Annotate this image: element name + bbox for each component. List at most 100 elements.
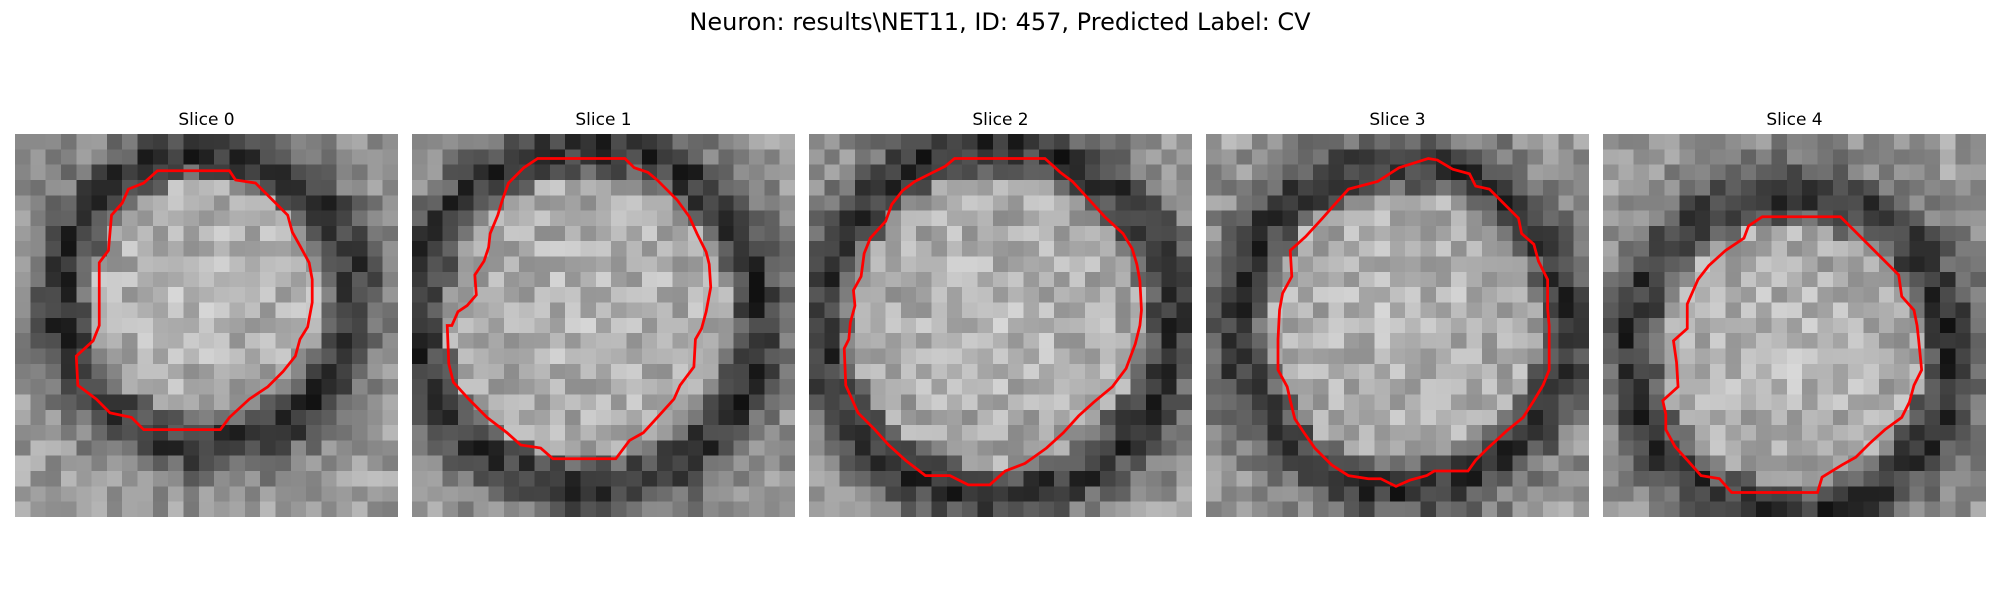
pixel	[1955, 195, 1971, 211]
pixel	[473, 425, 489, 441]
pixel	[1038, 256, 1055, 273]
pixel	[106, 440, 123, 457]
pixel	[779, 256, 795, 273]
pixel	[1251, 455, 1268, 472]
pixel	[1558, 302, 1574, 319]
pixel	[1970, 256, 1986, 273]
pixel	[1206, 317, 1222, 334]
pixel	[626, 210, 643, 227]
pixel	[1694, 486, 1711, 502]
pixel	[992, 302, 1009, 319]
pixel	[764, 440, 780, 457]
pixel	[76, 302, 92, 319]
pixel	[1710, 271, 1726, 288]
pixel	[45, 317, 62, 334]
pixel	[1771, 363, 1788, 380]
pixel	[336, 134, 353, 150]
pixel	[1176, 271, 1192, 288]
pixel	[1451, 195, 1467, 211]
pixel	[1343, 440, 1360, 457]
pixel	[442, 425, 459, 441]
pixel	[1740, 256, 1757, 273]
pixel	[962, 256, 978, 273]
pixel	[1878, 348, 1895, 365]
pixel	[824, 409, 840, 426]
pixel	[1374, 440, 1391, 457]
pixel	[1603, 302, 1619, 319]
pixel	[290, 486, 307, 502]
pixel	[1848, 210, 1864, 227]
pixel	[885, 225, 902, 242]
pixel	[168, 134, 184, 150]
pixel	[1863, 394, 1880, 411]
pixel	[1328, 379, 1345, 395]
pixel	[1084, 440, 1101, 457]
pixel	[503, 333, 520, 349]
pixel	[1802, 134, 1818, 150]
pixel	[183, 379, 200, 395]
pixel	[1008, 486, 1024, 502]
pixel	[1466, 195, 1483, 211]
pixel	[1786, 409, 1803, 426]
pixel	[412, 394, 428, 411]
pixel	[1863, 348, 1880, 365]
pixel	[1328, 179, 1345, 196]
pixel	[1343, 149, 1360, 165]
pixel	[367, 394, 383, 411]
pixel	[1206, 210, 1222, 227]
pixel	[870, 256, 886, 273]
pixel	[1894, 195, 1910, 211]
pixel	[1817, 425, 1834, 441]
pixel	[1405, 271, 1421, 288]
pixel	[749, 363, 765, 380]
pixel	[152, 195, 169, 211]
pixel	[1786, 333, 1803, 349]
pixel	[442, 271, 459, 288]
pixel	[931, 425, 948, 441]
pixel	[1970, 363, 1986, 380]
pixel	[870, 317, 886, 334]
pixel	[1497, 348, 1513, 365]
pixel	[962, 164, 978, 181]
pixel	[122, 210, 138, 227]
pixel	[626, 501, 643, 517]
pixel	[870, 455, 886, 472]
pixel	[1679, 179, 1696, 196]
pixel	[1405, 379, 1421, 395]
pixel	[839, 134, 856, 150]
pixel	[275, 394, 292, 411]
pixel	[1420, 333, 1437, 349]
pixel	[1481, 317, 1498, 334]
pixel	[764, 379, 780, 395]
pixel	[565, 317, 581, 334]
pixel	[1909, 164, 1926, 181]
pixel	[916, 363, 932, 380]
pixel	[1297, 195, 1314, 211]
pixel	[657, 455, 673, 472]
pixel	[565, 210, 581, 227]
pixel	[427, 379, 443, 395]
pixel	[611, 302, 627, 319]
pixel	[260, 210, 276, 227]
pixel	[809, 134, 825, 150]
pixel	[1955, 134, 1971, 150]
pixel	[183, 317, 200, 334]
pixel	[1924, 486, 1941, 502]
pixel	[1817, 287, 1834, 303]
pixel	[595, 440, 612, 457]
pixel	[1497, 471, 1513, 487]
pixel	[824, 486, 840, 502]
pixel	[1008, 179, 1024, 196]
pixel	[931, 394, 948, 411]
pixel	[352, 348, 368, 365]
pixel	[1664, 471, 1680, 487]
pixel	[1146, 501, 1162, 517]
pixel	[457, 179, 474, 196]
pixel	[229, 134, 246, 150]
pixel	[1756, 394, 1772, 411]
pixel	[992, 317, 1009, 334]
pixel	[1756, 179, 1772, 196]
pixel	[106, 501, 123, 517]
pixel	[1038, 317, 1055, 334]
pixel	[1817, 486, 1834, 502]
